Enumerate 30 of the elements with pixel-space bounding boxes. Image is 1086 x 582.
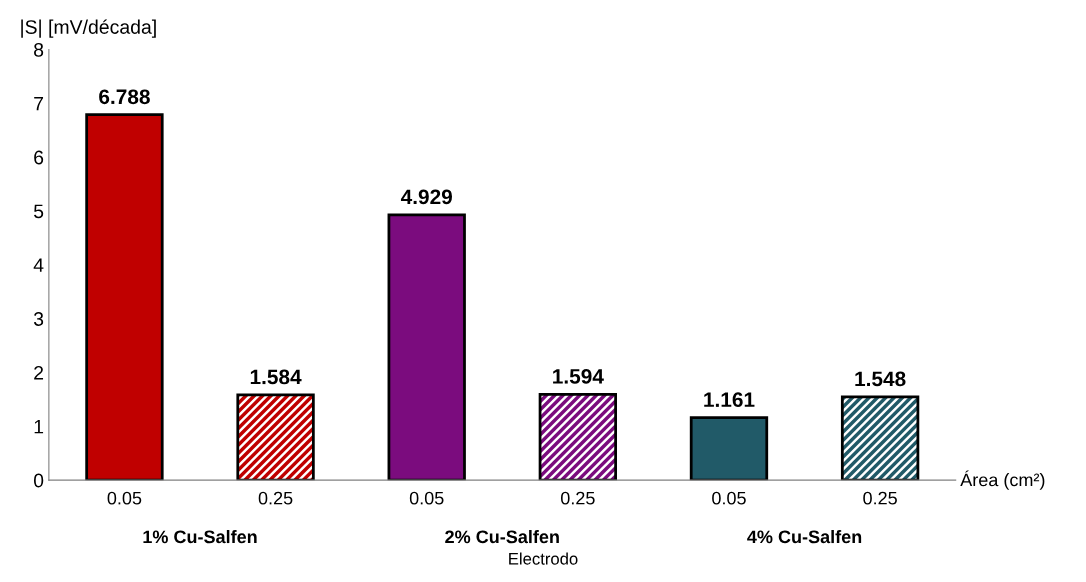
x-axis-title: Electrodo — [509, 552, 578, 565]
y-tick-label: 8 — [34, 42, 44, 57]
y-tick-label: 0 — [33, 473, 44, 488]
y-tick-label: 2 — [34, 365, 44, 380]
x-tick-label: 0.05 — [409, 491, 444, 505]
bar — [689, 416, 769, 481]
bar — [387, 213, 466, 481]
text: Área (cm²) — [960, 470, 1045, 490]
y-tick-label: 3 — [33, 312, 44, 326]
data-label: 6.788 — [99, 89, 150, 105]
y-tick-label: 5 — [33, 204, 44, 219]
x-tick-label: 0.05 — [712, 491, 746, 505]
x-tick-label: 0.25 — [863, 491, 897, 505]
text: 2% Cu-Salfen — [445, 529, 559, 544]
data-label: 4.929 — [400, 189, 452, 205]
data-label: 1.594 — [553, 369, 604, 384]
text: 4% Cu-Salfen — [747, 529, 862, 544]
data-label: 1.584 — [250, 369, 302, 385]
y-tick-label: 6 — [34, 150, 44, 165]
y-axis-title: |S| [mV/década] — [21, 19, 156, 38]
text: 1% Cu-Salfen — [143, 529, 257, 544]
x-tick-label: 0.05 — [107, 491, 142, 505]
x-tick-label: 0.25 — [560, 491, 595, 505]
data-label: 1.161 — [704, 392, 755, 408]
y-tick-label: 7 — [34, 96, 44, 111]
y-tick-label: 4 — [33, 258, 44, 272]
y-tick-label: 1 — [34, 419, 44, 434]
data-label: 1.548 — [855, 371, 906, 387]
bar — [85, 113, 164, 481]
x-tick-label: 0.25 — [258, 491, 293, 505]
